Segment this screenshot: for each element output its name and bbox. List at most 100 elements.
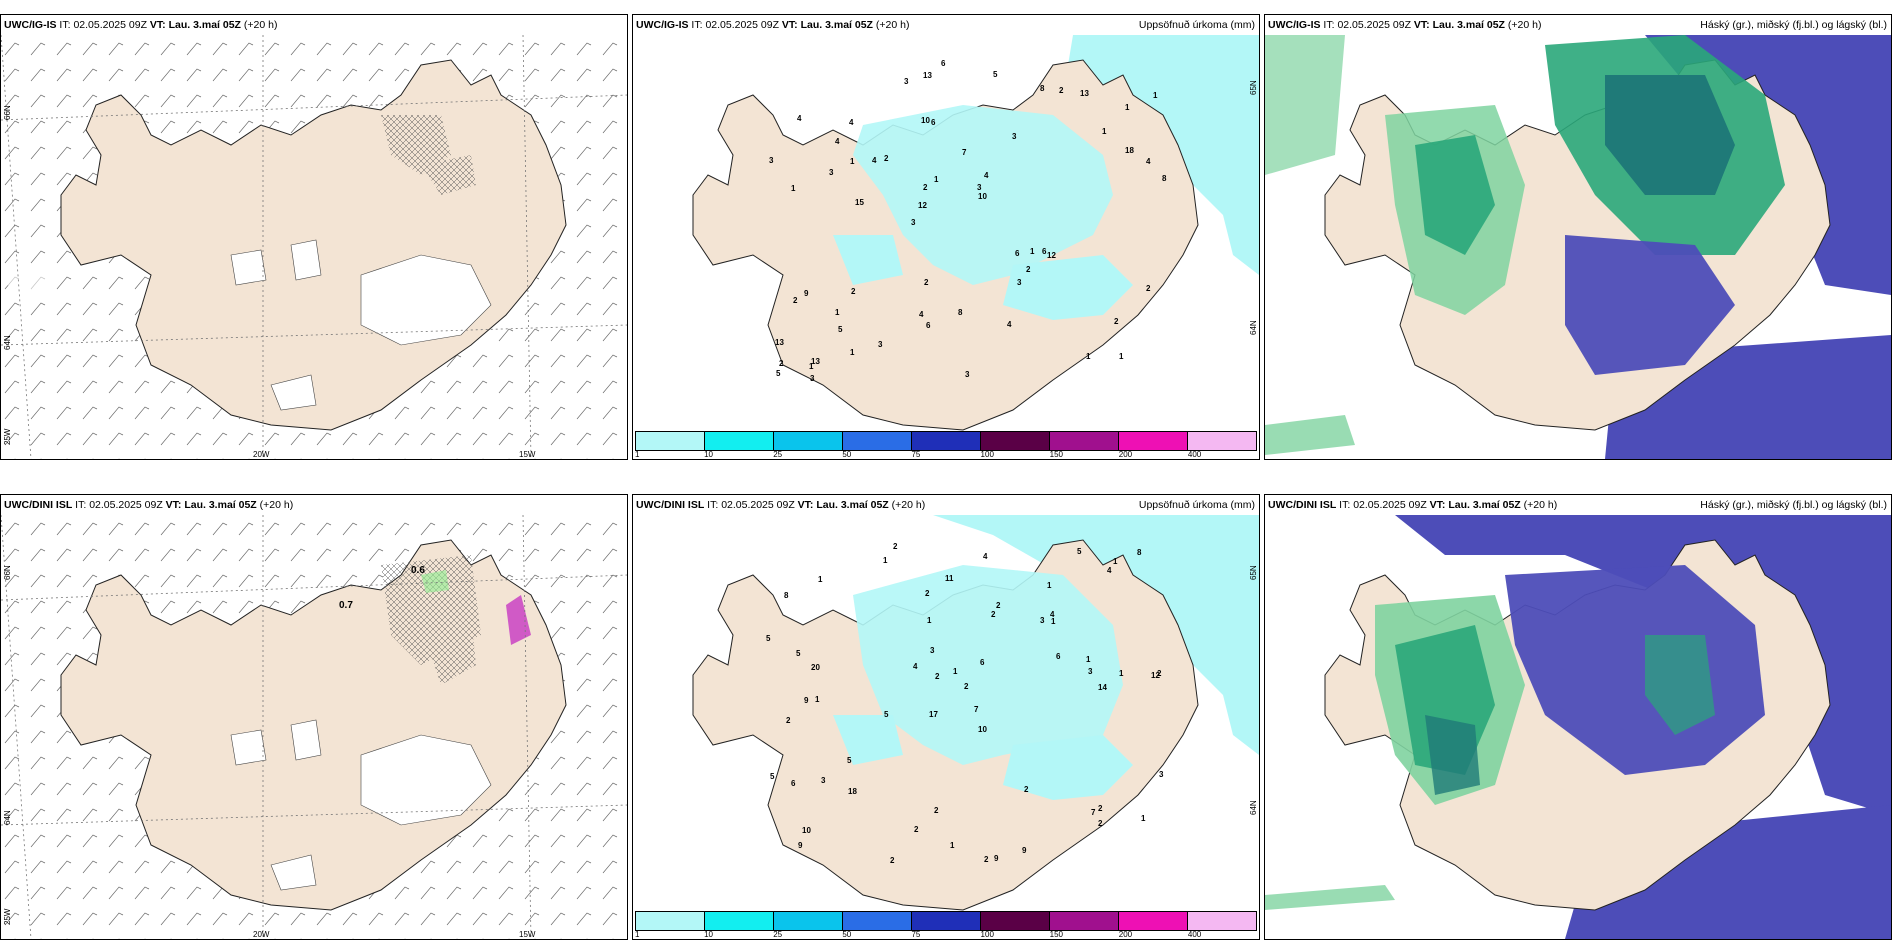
- model-name: UWC/DINI ISL: [636, 499, 705, 511]
- colorbar-tick-label: 25: [773, 930, 783, 939]
- precip-value-label: 2: [884, 154, 889, 163]
- vt-value: Lau. 3.maí 05Z: [800, 19, 873, 31]
- precip-value-label: 10: [978, 192, 987, 201]
- panel-header: UWC/IG-IS IT: 02.05.2025 09Z VT: Lau. 3.…: [4, 19, 623, 33]
- it-value: 02.05.2025 09Z: [1337, 19, 1411, 31]
- precip-value-label: 5: [770, 772, 775, 781]
- precip-value-label: 6: [980, 658, 985, 667]
- panel-wind-dini: UWC/DINI ISL IT: 02.05.2025 09Z VT: Lau.…: [0, 494, 628, 940]
- precip-value-label: 2: [793, 296, 798, 305]
- lat-label: 25W: [3, 428, 12, 445]
- precip-value-label: 6: [926, 321, 931, 330]
- precip-value-label: 1: [815, 695, 820, 704]
- colorbar-segment: [774, 432, 843, 450]
- precip-value-label: 1: [1125, 103, 1130, 112]
- lat-label: 66N: [3, 565, 12, 580]
- map-cloud: [1265, 35, 1891, 459]
- precip-value-label: 2: [914, 825, 919, 834]
- precip-value-label: 6: [791, 779, 796, 788]
- precip-value-label: 13: [775, 338, 784, 347]
- precip-value-label: 13: [923, 71, 932, 80]
- colorbar-tick-label: 1: [635, 930, 640, 939]
- precip-value-label: 11: [945, 574, 954, 583]
- vt-label: VT:: [1429, 499, 1446, 511]
- panel-precip-dini: UWC/DINI ISL IT: 02.05.2025 09Z VT: Lau.…: [632, 494, 1260, 940]
- it-label: IT:: [707, 499, 719, 511]
- precip-value-label: 3: [1088, 667, 1093, 676]
- map-precip: 1 1 1 3 3 13 10 7 9 2 13 5 6 4 12 4 13 8 6 18 12 4 2 4 8 2 1 2 6 3 4 3 3…: [633, 35, 1259, 459]
- colorbar-tick-label: 400: [1187, 450, 1202, 459]
- precip-value-label: 5: [766, 634, 771, 643]
- precip-value-label: 2: [1146, 284, 1151, 293]
- precip-value-label: 7: [962, 148, 967, 157]
- lat-label: 66N: [3, 105, 12, 120]
- precip-colorbar-labels: 1 10 25 50 75 100 150 200 400: [635, 450, 1257, 459]
- precip-value-label: 2: [1157, 669, 1162, 678]
- precip-value-label: 5: [776, 369, 781, 378]
- precip-value-label: 2: [851, 287, 856, 296]
- precip-value-label: 2: [996, 601, 1001, 610]
- panel-title: Háský (gr.), miðský (fj.bl.) og lágský (…: [1700, 499, 1887, 511]
- it-label: IT:: [75, 499, 87, 511]
- colorbar-segment: [981, 432, 1050, 450]
- precip-value-label: 2: [1026, 265, 1031, 274]
- map-wind: 0.6 0.7: [1, 515, 627, 939]
- it-value: 02.05.2025 09Z: [721, 499, 795, 511]
- model-name: UWC/IG-IS: [636, 19, 689, 31]
- precip-value-label: 1: [818, 575, 823, 584]
- it-label: IT:: [1323, 19, 1335, 31]
- precip-value-label: 3: [904, 77, 909, 86]
- precip-value-label: 1: [1119, 352, 1124, 361]
- precip-value-label: 15: [855, 198, 864, 207]
- panel-header: UWC/IG-IS IT: 02.05.2025 09Z VT: Lau. 3.…: [1268, 19, 1887, 33]
- precip-value-label: 5: [838, 325, 843, 334]
- precip-value-label: 1: [1113, 557, 1118, 566]
- lead-time: (+20 h): [259, 499, 294, 511]
- precip-value-label: 7: [1091, 808, 1096, 817]
- precip-value-label: 1: [1153, 91, 1158, 100]
- precip-value-label: 2: [925, 589, 930, 598]
- precip-value-label: 3: [810, 374, 815, 383]
- it-value: 02.05.2025 09Z: [89, 499, 163, 511]
- panel-wind-igis: UWC/IG-IS IT: 02.05.2025 09Z VT: Lau. 3.…: [0, 14, 628, 460]
- precip-value-label: 4: [797, 114, 802, 123]
- colorbar-tick-label: 150: [1049, 450, 1064, 459]
- model-name: UWC/IG-IS: [1268, 19, 1321, 31]
- precip-value-label: 1: [934, 175, 939, 184]
- precip-value-label: 4: [1146, 157, 1151, 166]
- precip-value-label: 9: [798, 841, 803, 850]
- colorbar-segment: [774, 912, 843, 930]
- colorbar-segment: [636, 912, 705, 930]
- precip-value-label: 6: [1042, 247, 1047, 256]
- panel-title: Háský (gr.), miðský (fj.bl.) og lágský (…: [1700, 19, 1887, 31]
- colorbar-segment: [705, 432, 774, 450]
- precip-value-label: 8: [1040, 84, 1045, 93]
- it-label: IT:: [59, 19, 71, 31]
- precip-value-label: 6: [941, 59, 946, 68]
- precip-value-label: 2: [991, 610, 996, 619]
- precip-value-label: 8: [1162, 174, 1167, 183]
- colorbar-segment: [843, 432, 912, 450]
- precip-value-label: 7: [974, 705, 979, 714]
- panel-header: UWC/DINI ISL IT: 02.05.2025 09Z VT: Lau.…: [4, 499, 623, 513]
- lon-label: 15W: [519, 450, 536, 459]
- vt-label: VT:: [797, 499, 814, 511]
- precip-value-label: 1: [950, 841, 955, 850]
- colorbar-segment: [843, 912, 912, 930]
- vt-value: Lau. 3.maí 05Z: [1448, 499, 1521, 511]
- lead-time: (+20 h): [875, 19, 910, 31]
- panel-precip-igis: UWC/IG-IS IT: 02.05.2025 09Z VT: Lau. 3.…: [632, 14, 1260, 460]
- annotation-value: 0.7: [339, 600, 353, 611]
- precip-value-label: 6: [1015, 249, 1020, 258]
- vt-value: Lau. 3.maí 05Z: [184, 499, 257, 511]
- lead-time: (+20 h): [1523, 499, 1558, 511]
- precip-value-label: 4: [849, 118, 854, 127]
- colorbar-tick-label: 100: [980, 450, 994, 459]
- precip-value-label: 12: [1151, 671, 1160, 680]
- panel-header: UWC/IG-IS IT: 02.05.2025 09Z VT: Lau. 3.…: [636, 19, 1255, 33]
- precip-value-label: 5: [993, 70, 998, 79]
- precip-value-label: 5: [1077, 547, 1082, 556]
- precip-value-label: 3: [1040, 616, 1045, 625]
- vt-value: Lau. 3.maí 05Z: [1432, 19, 1505, 31]
- precip-value-label: 4: [1050, 610, 1055, 619]
